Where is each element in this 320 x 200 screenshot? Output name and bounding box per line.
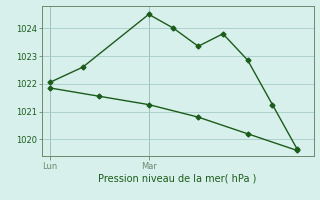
X-axis label: Pression niveau de la mer( hPa ): Pression niveau de la mer( hPa ) xyxy=(99,173,257,183)
